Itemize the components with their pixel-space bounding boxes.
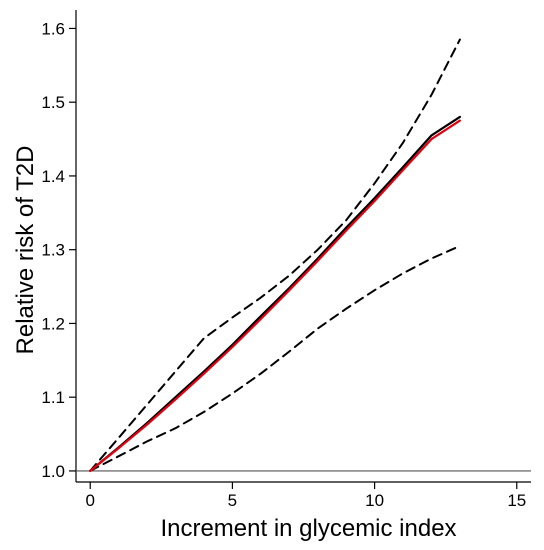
ci-dashed-line xyxy=(89,245,461,472)
y-tick-label: 1.1 xyxy=(41,388,65,407)
fitted-red-line xyxy=(89,119,461,472)
x-tick-label: 15 xyxy=(507,491,526,510)
x-axis-title: Increment in glycemic index xyxy=(160,515,456,542)
x-tick-label: 5 xyxy=(228,491,237,510)
axes: 1.0 1.1 1.2 1.3 1.4 1.5 1.6 0 5 10 15 xyxy=(41,10,531,510)
y-tick-label: 1.5 xyxy=(41,93,65,112)
ci-dashed-line xyxy=(89,38,461,472)
y-tick-label: 1.0 xyxy=(41,462,65,481)
y-tick-label: 1.2 xyxy=(41,314,65,333)
y-tick-label: 1.3 xyxy=(41,241,65,260)
y-tick-label: 1.4 xyxy=(41,167,65,186)
x-tick-label: 10 xyxy=(365,491,384,510)
y-axis-title: Relative risk of T2D xyxy=(12,146,39,355)
y-tick-label: 1.6 xyxy=(41,19,65,38)
x-tick-label: 0 xyxy=(85,491,94,510)
series-layer xyxy=(89,38,461,472)
fitted-black-line xyxy=(89,115,461,472)
